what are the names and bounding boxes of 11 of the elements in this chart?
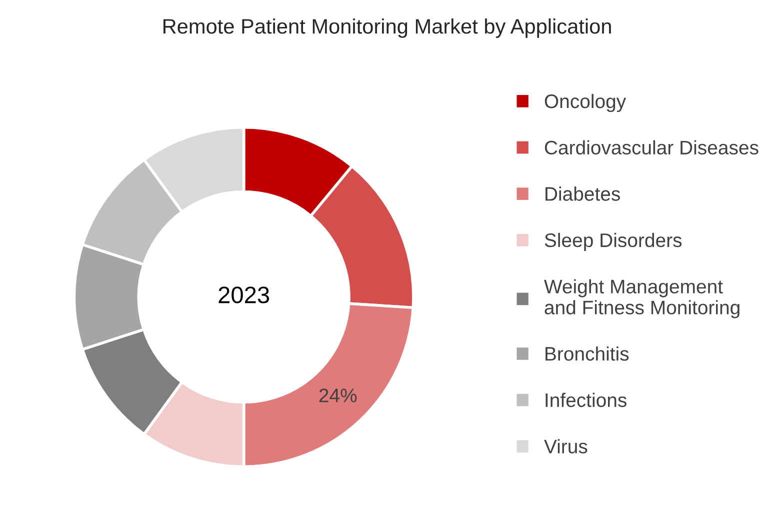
- text: 2023: [218, 286, 270, 304]
- data-label: 24%: [319, 388, 357, 402]
- legend-label: Infections: [546, 392, 626, 408]
- legend-label: Weight Management and Fitness Monitoring: [544, 279, 740, 318]
- legend-label: Sleep Disorders: [544, 232, 682, 251]
- legend-label: Bronchitis: [546, 346, 629, 361]
- legend-label: Oncology: [544, 94, 626, 112]
- legend-label: Virus: [544, 439, 588, 454]
- legend-label: Diabetes: [546, 186, 620, 201]
- chart-title: Remote Patient Monitoring Market by Application: [163, 18, 611, 38]
- legend-label: Cardiovascular Diseases: [544, 140, 758, 155]
